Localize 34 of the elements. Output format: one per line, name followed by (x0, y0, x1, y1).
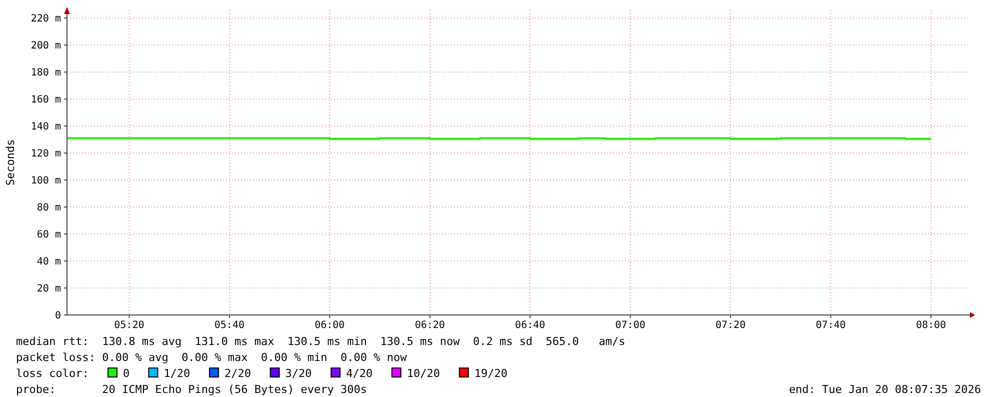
y-tick-label: 200 m (30, 40, 61, 52)
x-tick-label: 07:00 (615, 320, 646, 331)
x-tick-label: 07:20 (715, 320, 746, 331)
y-axis-title: Seconds (4, 139, 17, 186)
x-tick-label: 05:40 (214, 320, 245, 331)
x-tick-label: 08:00 (916, 320, 946, 331)
x-tick-label: 05:20 (114, 320, 144, 331)
legend-label: 3/20 (285, 367, 312, 380)
legend-label: 2/20 (224, 367, 251, 380)
y-tick-label: 180 m (30, 68, 61, 79)
y-tick-label: 60 m (36, 230, 61, 241)
y-tick-label: 100 m (30, 176, 61, 187)
y-tick-label: 40 m (36, 256, 61, 268)
y-tick-label: 140 m (30, 122, 61, 133)
y-tick-label: 0 (54, 310, 61, 322)
y-tick-label: 80 m (36, 202, 61, 214)
text: packet loss: 0.00 % avg 0.00 % max 0.00 % min 0.00 % now (16, 351, 408, 364)
y-tick-label: 120 m (30, 148, 61, 160)
x-tick-label: 06:40 (515, 320, 546, 331)
x-tick-label: 06:20 (414, 320, 445, 331)
legend-label: 10/20 (406, 367, 440, 380)
x-tick-label: 07:40 (816, 320, 846, 331)
legend-label: 0 (123, 367, 130, 380)
y-tick-label: 20 m (36, 284, 61, 295)
text: end: Tue Jan 20 08:07:35 2026 (788, 383, 981, 396)
legend-label: 4/20 (346, 367, 373, 380)
text: probe: 20 ICMP Echo Pings (56 Bytes) every 300s (16, 383, 367, 396)
x-tick-label: 06:00 (314, 320, 345, 331)
legend-label: 19/20 (474, 367, 508, 380)
text: median rtt: 130.8 ms avg 131.0 ms max 130.5 ms min 130.5 ms now 0.2 ms sd 565.0 am/s (16, 335, 626, 348)
y-tick-label: 220 m (30, 14, 61, 25)
y-tick-label: 160 m (30, 94, 61, 106)
legend-title: loss color: (16, 367, 89, 380)
legend-label: 1/20 (164, 367, 190, 380)
